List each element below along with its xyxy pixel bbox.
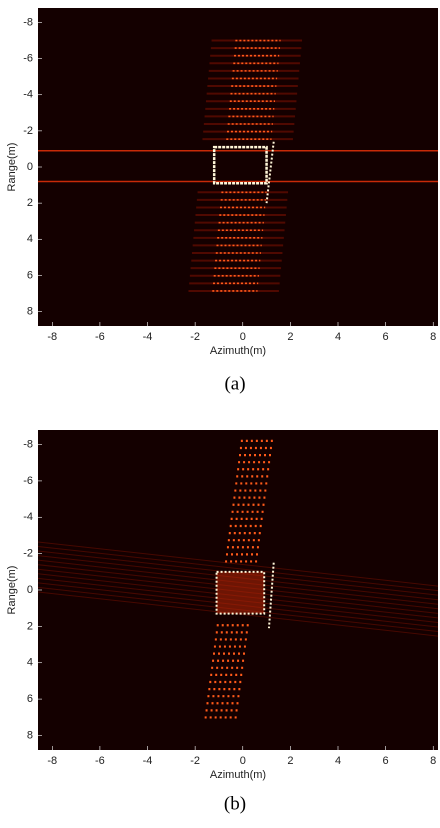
- x-tick-label: -4: [143, 331, 153, 343]
- x-axis-label: Azimuth(m): [210, 769, 266, 781]
- x-tick-label: 2: [287, 755, 293, 767]
- y-tick-label: -8: [23, 16, 33, 28]
- x-tick-label: 6: [383, 331, 389, 343]
- x-axis-label: Azimuth(m): [210, 345, 266, 357]
- x-tick-label: 4: [335, 755, 341, 767]
- y-axis-label: Range(m): [6, 143, 18, 192]
- glint-line: [38, 541, 438, 587]
- y-tick-label: 8: [27, 305, 33, 317]
- x-tick-label: 8: [430, 331, 436, 343]
- x-tick-label: -6: [95, 755, 105, 767]
- y-tick-label: -8: [23, 438, 33, 450]
- body: [212, 145, 268, 185]
- y-tick-label: 0: [27, 161, 33, 173]
- y-tick-label: -2: [23, 548, 33, 560]
- y-tick-label: 6: [27, 269, 33, 281]
- y-tick-label: -6: [23, 475, 33, 487]
- y-tick-label: -4: [23, 89, 33, 101]
- y-tick-label: 8: [27, 729, 33, 741]
- y-tick-label: 2: [27, 620, 33, 632]
- x-tick-label: -4: [143, 755, 153, 767]
- y-tick-label: 4: [27, 233, 33, 245]
- x-tick-label: -6: [95, 331, 105, 343]
- radar-image: [38, 439, 438, 719]
- x-tick-label: 2: [287, 331, 293, 343]
- y-tick-label: -2: [23, 125, 33, 137]
- y-tick-label: -6: [23, 52, 33, 64]
- x-tick-label: -2: [190, 331, 200, 343]
- y-tick-label: 6: [27, 693, 33, 705]
- x-tick-label: 8: [430, 755, 436, 767]
- x-tick-label: 0: [240, 755, 246, 767]
- glint-line: [38, 591, 438, 637]
- y-tick-label: 0: [27, 584, 33, 596]
- body: [215, 570, 266, 615]
- body: [216, 571, 265, 614]
- caption: (b): [224, 793, 246, 814]
- panel-edge: [267, 562, 275, 629]
- caption: (a): [224, 373, 245, 394]
- x-tick-label: -2: [190, 755, 200, 767]
- x-tick-label: -8: [47, 755, 57, 767]
- y-tick-label: 2: [27, 197, 33, 209]
- x-tick-label: 4: [335, 331, 341, 343]
- y-tick-label: 4: [27, 657, 33, 669]
- y-tick-label: -4: [23, 511, 33, 523]
- plot-background: [38, 8, 438, 326]
- glint-line: [38, 546, 438, 592]
- x-tick-label: 0: [240, 331, 246, 343]
- radar-image: [38, 39, 438, 292]
- x-tick-label: -8: [47, 331, 57, 343]
- y-axis-label: Range(m): [6, 566, 18, 615]
- x-tick-label: 6: [383, 755, 389, 767]
